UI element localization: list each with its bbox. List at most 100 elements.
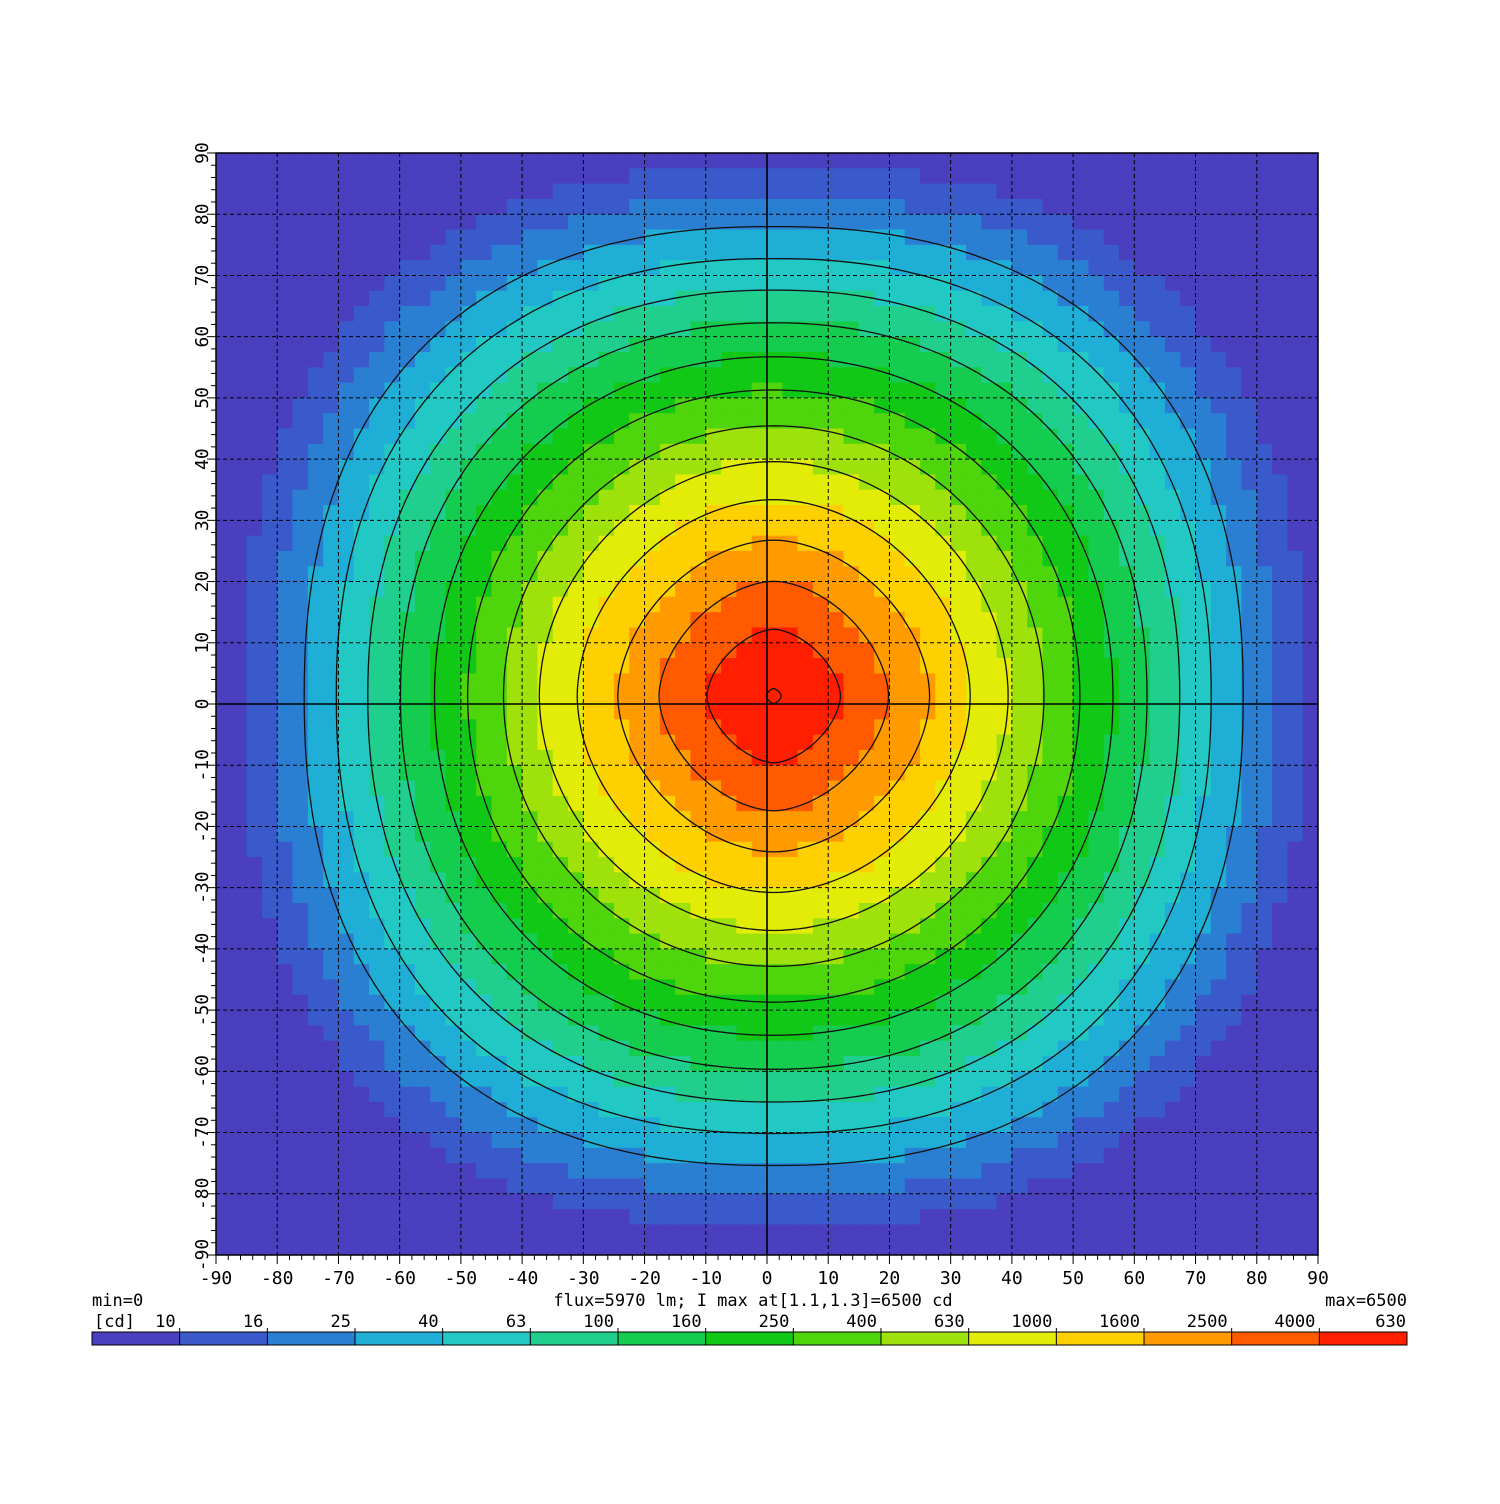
- heatmap-cell: [889, 367, 906, 384]
- heatmap-cell: [292, 459, 309, 476]
- heatmap-cell: [522, 336, 539, 353]
- heatmap-cell: [1226, 734, 1243, 751]
- heatmap-cell: [904, 321, 921, 338]
- heatmap-cell: [506, 979, 523, 996]
- heatmap-cell: [721, 168, 737, 185]
- heatmap-cell: [904, 719, 921, 736]
- heatmap-cell: [1011, 1147, 1028, 1164]
- heatmap-cell: [1011, 596, 1028, 613]
- heatmap-cell: [751, 397, 768, 414]
- heatmap-cell: [460, 1209, 477, 1225]
- heatmap-cell: [920, 1209, 936, 1225]
- heatmap-cell: [246, 306, 263, 322]
- heatmap-cell: [721, 1117, 737, 1134]
- heatmap-cell: [568, 948, 584, 965]
- heatmap-cell: [659, 994, 676, 1011]
- heatmap-cell: [598, 765, 615, 782]
- heatmap-cell: [1210, 872, 1227, 889]
- heatmap-cell: [1256, 857, 1273, 873]
- heatmap-cell: [1027, 1010, 1044, 1027]
- heatmap-cell: [1149, 153, 1166, 169]
- heatmap-cell: [797, 459, 814, 476]
- heatmap-cell: [996, 397, 1013, 414]
- heatmap-cell: [1027, 1209, 1044, 1225]
- heatmap-cell: [1226, 1132, 1243, 1149]
- heatmap-cell: [1134, 1056, 1151, 1072]
- heatmap-cell: [231, 688, 248, 705]
- heatmap-cell: [629, 397, 646, 414]
- heatmap-cell: [1272, 244, 1288, 261]
- heatmap-cell: [399, 1101, 416, 1118]
- heatmap-cell: [399, 260, 416, 277]
- heatmap-cell: [1149, 306, 1166, 322]
- heatmap-cell: [858, 658, 875, 674]
- heatmap-cell: [323, 734, 340, 751]
- heatmap-cell: [843, 902, 860, 919]
- heatmap-cell: [338, 612, 355, 629]
- heatmap-cell: [629, 489, 646, 506]
- heatmap-cell: [568, 260, 584, 277]
- heatmap-cell: [1134, 413, 1151, 430]
- heatmap-cell: [246, 260, 263, 277]
- heatmap-cell: [353, 520, 370, 537]
- heatmap-cell: [460, 994, 477, 1011]
- heatmap-cell: [476, 857, 493, 873]
- heatmap-cell: [1088, 520, 1105, 537]
- heatmap-cell: [629, 795, 646, 812]
- heatmap-cell: [1134, 229, 1151, 246]
- heatmap-cell: [858, 1025, 875, 1042]
- heatmap-cell: [1088, 351, 1105, 368]
- heatmap-cell: [1226, 459, 1243, 476]
- heatmap-cell: [644, 902, 661, 919]
- heatmap-cell: [353, 535, 370, 552]
- heatmap-cell: [552, 198, 569, 215]
- heatmap-cell: [874, 520, 891, 537]
- heatmap-cell: [1042, 1239, 1059, 1255]
- heatmap-cell: [506, 413, 523, 430]
- heatmap-cell: [644, 550, 661, 567]
- heatmap-cell: [384, 321, 401, 338]
- heatmap-cell: [1210, 183, 1227, 200]
- heatmap-cell: [399, 612, 416, 629]
- heatmap-cell: [965, 1178, 982, 1195]
- heatmap-cell: [583, 214, 600, 231]
- heatmap-cell: [996, 765, 1013, 782]
- heatmap-cell: [782, 933, 799, 950]
- heatmap-cell: [1226, 994, 1243, 1011]
- heatmap-cell: [858, 443, 875, 460]
- heatmap-cell: [736, 168, 753, 185]
- heatmap-cell: [445, 918, 462, 935]
- heatmap-cell: [767, 642, 783, 659]
- heatmap-cell: [1011, 1117, 1028, 1134]
- heatmap-cell: [583, 1071, 600, 1088]
- heatmap-cell: [1119, 765, 1135, 782]
- heatmap-cell: [721, 811, 737, 828]
- heatmap-cell: [751, 1010, 768, 1027]
- heatmap-cell: [1210, 505, 1227, 521]
- heatmap-cell: [1195, 244, 1212, 261]
- heatmap-cell: [430, 489, 447, 506]
- heatmap-cell: [889, 168, 906, 185]
- heatmap-cell: [812, 244, 829, 261]
- heatmap-cell: [384, 153, 401, 169]
- heatmap-cell: [629, 1209, 646, 1225]
- heatmap-cell: [445, 688, 462, 705]
- heatmap-cell: [797, 168, 814, 185]
- heatmap-cell: [1210, 1117, 1227, 1134]
- heatmap-cell: [598, 719, 615, 736]
- heatmap-cell: [721, 1224, 737, 1241]
- heatmap-cell: [1195, 428, 1212, 445]
- heatmap-cell: [430, 780, 447, 797]
- heatmap-cell: [1119, 642, 1135, 659]
- heatmap-cell: [782, 367, 799, 384]
- heatmap-cell: [904, 1010, 921, 1027]
- heatmap-cell: [583, 306, 600, 322]
- heatmap-cell: [369, 673, 385, 690]
- heatmap-cell: [414, 321, 431, 338]
- heatmap-cell: [353, 1147, 370, 1164]
- heatmap-cell: [1011, 841, 1028, 858]
- heatmap-cell: [216, 857, 232, 873]
- heatmap-cell: [1164, 474, 1181, 491]
- heatmap-cell: [476, 1163, 493, 1180]
